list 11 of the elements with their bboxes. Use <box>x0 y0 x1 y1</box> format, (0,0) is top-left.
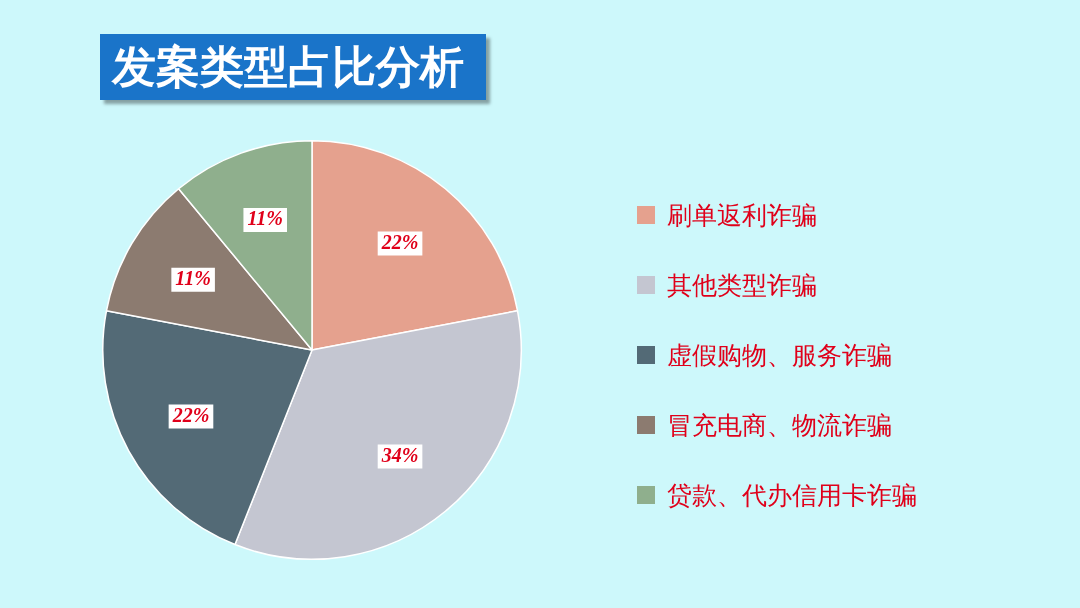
data-label: 34% <box>380 443 419 466</box>
data-label: 22% <box>171 403 210 426</box>
legend-label: 虚假购物、服务诈骗 <box>667 340 892 371</box>
data-label: 11% <box>247 207 283 230</box>
data-label: 22% <box>380 230 419 253</box>
legend-label: 贷款、代办信用卡诈骗 <box>667 480 917 511</box>
chart-title: 发案类型占比分析 <box>100 34 486 100</box>
legend-label: 冒充电商、物流诈骗 <box>667 410 892 441</box>
legend-label: 刷单返利诈骗 <box>667 200 817 231</box>
data-label: 11% <box>175 266 211 289</box>
legend-label: 其他类型诈骗 <box>667 270 817 301</box>
